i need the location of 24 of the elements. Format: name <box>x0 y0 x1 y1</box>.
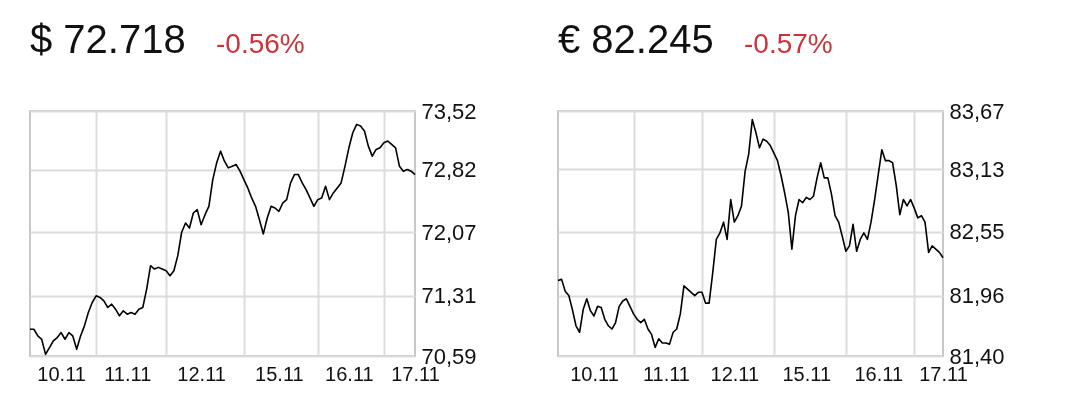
chart-title: € 82.245 <box>558 17 714 61</box>
line-series <box>557 118 944 349</box>
x-tick-label: 16.11 <box>325 362 374 385</box>
chart-title: $ 72.718 <box>30 17 186 61</box>
y-tick-label: 81,96 <box>949 283 1005 309</box>
y-tick-label: 73,52 <box>421 98 477 124</box>
y-tick-label: 72,07 <box>421 219 477 245</box>
y-tick-label: 83,13 <box>949 156 1005 182</box>
x-tick-label: 12.11 <box>177 362 226 385</box>
y-tick-label: 71,31 <box>421 283 477 309</box>
x-tick-label: 15.11 <box>255 362 304 385</box>
x-tick-label: 10.11 <box>37 362 86 385</box>
chart-subtitle: -0.57% <box>744 28 833 59</box>
line-series <box>29 123 416 356</box>
x-tick-label: 11.11 <box>104 362 152 385</box>
x-tick-label: 15.11 <box>782 362 832 385</box>
x-tick-label: 10.11 <box>570 362 619 385</box>
x-tick-label: 11.11 <box>642 362 690 385</box>
x-tick-label: 12.11 <box>710 362 760 385</box>
chart-subtitle: -0.56% <box>216 28 305 59</box>
y-tick-label: 82,55 <box>949 219 1005 245</box>
y-tick-label: 83,67 <box>949 98 1005 124</box>
y-tick-label: 72,82 <box>421 157 477 183</box>
x-tick-label: 16.11 <box>854 362 904 385</box>
